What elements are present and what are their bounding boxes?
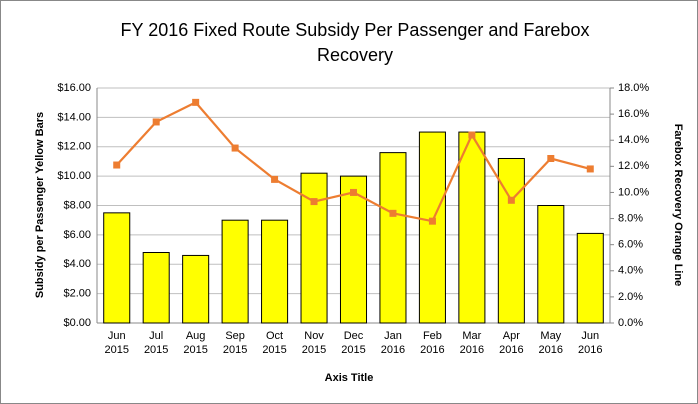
x-tick-label: Mar 2016 xyxy=(459,330,485,356)
x-tick-label: Oct 2015 xyxy=(262,330,287,356)
bar xyxy=(142,252,170,324)
bar xyxy=(182,254,210,324)
y2-tick-label: 2.0% xyxy=(618,291,643,303)
bar xyxy=(379,152,407,324)
y2-tick-label: 8.0% xyxy=(618,212,643,224)
bar xyxy=(261,219,289,324)
x-tick-label: Jul 2015 xyxy=(143,330,169,356)
y-tick-label: $4.00 xyxy=(63,258,91,270)
bar xyxy=(537,205,565,324)
y2-tick-label: 10.0% xyxy=(618,186,649,198)
point xyxy=(507,196,515,204)
y-tick-label: $12.00 xyxy=(57,141,91,153)
y2-tick-label: 16.0% xyxy=(618,108,649,120)
chart-title: FY 2016 Fixed Route Subsidy Per Passenge… xyxy=(120,20,590,65)
point xyxy=(586,165,594,173)
x-tick-label: Nov 2015 xyxy=(301,330,327,356)
x-tick-label: Feb 2016 xyxy=(420,330,445,356)
y2-axis-title: Farebox Recovery Orange Line xyxy=(672,124,684,287)
x-tick-label: May 2016 xyxy=(538,330,564,356)
point xyxy=(271,175,279,183)
y-tick-label: $2.00 xyxy=(63,288,91,300)
point xyxy=(113,161,121,169)
y-tick-label: $16.00 xyxy=(57,82,91,94)
y-tick-label: $10.00 xyxy=(57,170,91,182)
point xyxy=(231,144,239,152)
x-tick-label: Aug 2015 xyxy=(183,330,208,356)
y2-tick-label: 4.0% xyxy=(618,265,643,277)
bar xyxy=(339,175,368,324)
point xyxy=(547,155,555,162)
y2-tick-label: 14.0% xyxy=(618,134,649,146)
y-axis-title: Subsidy per Passenger Yellow Bars xyxy=(34,112,46,298)
point xyxy=(389,209,397,217)
y-tick-label: $14.00 xyxy=(57,111,91,123)
x-tick-label: Jun 2016 xyxy=(578,330,603,356)
bar xyxy=(103,212,131,324)
x-axis-title: Axis Title xyxy=(324,372,374,384)
y-tick-label: $6.00 xyxy=(63,229,91,241)
x-tick-label: Apr 2016 xyxy=(499,330,524,356)
bar xyxy=(221,219,249,324)
y2-tick-label: 6.0% xyxy=(618,239,643,251)
y2-tick-label: 18.0% xyxy=(618,82,649,94)
point xyxy=(428,217,436,225)
y2-tick-label: 0.0% xyxy=(618,317,643,329)
point xyxy=(468,131,476,139)
x-tick-label: Jun 2015 xyxy=(104,330,129,356)
x-tick-label: Sep 2015 xyxy=(222,330,248,356)
x-tick-label: Dec 2015 xyxy=(341,330,366,356)
point xyxy=(350,188,357,196)
x-tick-label: Jan 2016 xyxy=(380,330,406,356)
point xyxy=(310,198,318,206)
bar xyxy=(458,131,486,324)
point xyxy=(192,98,200,106)
y-tick-label: $8.00 xyxy=(63,199,91,211)
y2-tick-label: 12.0% xyxy=(618,160,649,172)
y-tick-label: $0.00 xyxy=(63,317,91,329)
bar xyxy=(576,232,604,324)
point xyxy=(152,118,160,126)
bar xyxy=(418,131,446,324)
